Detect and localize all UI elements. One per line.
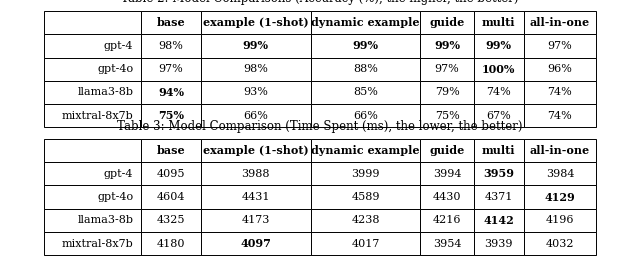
Text: Table 2: Model Comparisons (Accuracy (%), the higher, the better): Table 2: Model Comparisons (Accuracy (%)… (121, 0, 519, 5)
Text: Table 3: Model Comparison (Time Spent (ms), the lower, the better): Table 3: Model Comparison (Time Spent (m… (117, 120, 523, 133)
